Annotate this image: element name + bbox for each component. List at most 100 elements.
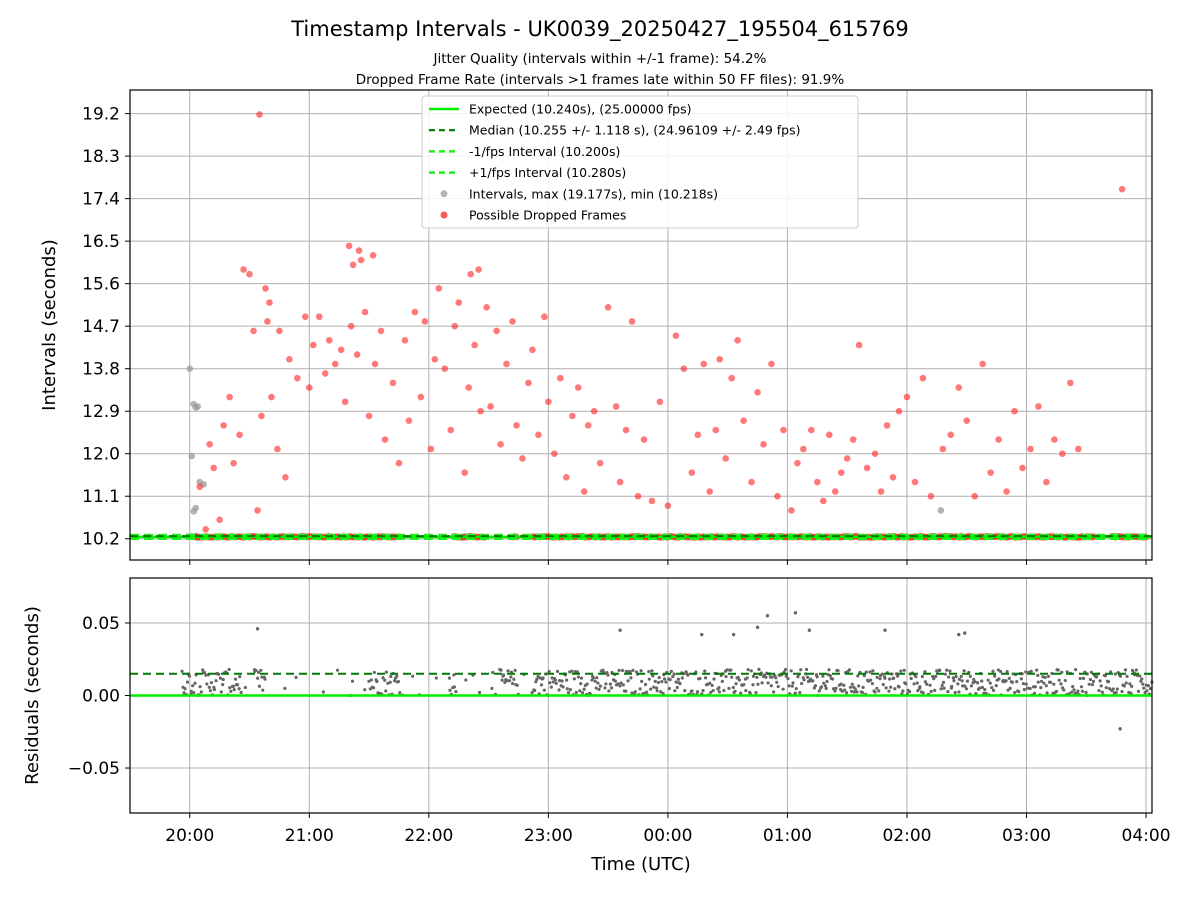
residual-point (1129, 691, 1133, 695)
residual-point (655, 689, 659, 693)
residuals-xtick-label: 04:00 (1122, 826, 1171, 846)
residual-point (1141, 682, 1145, 686)
interval-point (190, 508, 198, 515)
residual-point (650, 669, 654, 673)
residual-point (511, 681, 515, 686)
residual-point (798, 691, 802, 695)
residual-point (613, 679, 617, 683)
residual-point (884, 686, 888, 690)
residual-point (737, 678, 742, 682)
residual-point (608, 682, 612, 686)
residual-point (988, 681, 992, 685)
residual-point (283, 686, 287, 690)
dropped-frame-point (1011, 407, 1018, 415)
dropped-frame-point (264, 318, 271, 325)
residual-point (549, 685, 553, 689)
residual-outlier-point (618, 628, 622, 632)
dropped-frame-point (648, 497, 656, 505)
residual-point (672, 672, 676, 676)
residual-point (940, 683, 944, 688)
residual-point (506, 669, 510, 673)
residual-point (755, 675, 759, 679)
residual-point (1028, 686, 1032, 691)
residual-point (259, 668, 263, 672)
residual-point (844, 691, 849, 695)
dropped-frame-point (604, 303, 612, 311)
dropped-frame-point (1035, 403, 1042, 410)
dropped-frame-point (357, 256, 365, 264)
residual-point (1103, 674, 1107, 678)
residual-point (656, 680, 661, 685)
dropped-frame-point (331, 360, 339, 368)
residual-point (881, 682, 885, 687)
residuals-panel: 0.05 0.00 −0.05 20:00 21:00 22:00 23:00 00:00 01… (22, 577, 1171, 875)
residual-point (553, 678, 558, 682)
residual-point (766, 681, 770, 685)
dropped-frame-point (365, 412, 373, 420)
residual-point (219, 690, 223, 694)
residual-point (946, 689, 950, 694)
intervals-ytick-label: 11.1 (82, 487, 120, 507)
legend-label: Expected (10.240s), (25.00000 fps) (469, 102, 691, 117)
residual-point (1111, 687, 1115, 691)
residual-point (769, 684, 773, 688)
residual-point (594, 686, 598, 690)
residuals-xtick-label: 03:00 (1002, 826, 1051, 846)
residual-point (1006, 688, 1010, 692)
residual-outlier-point (793, 611, 798, 615)
dropped-frame-point (309, 341, 317, 349)
residual-point (916, 689, 920, 693)
dropped-frame-point (987, 469, 994, 476)
residual-point (643, 682, 648, 687)
residual-outlier-point (765, 614, 770, 618)
residual-point (877, 689, 881, 693)
residual-point (776, 684, 780, 689)
residual-point (1062, 688, 1066, 692)
residual-point (654, 686, 659, 690)
dropped-frame-point (672, 332, 680, 339)
residual-point (950, 684, 954, 688)
residual-point (904, 682, 908, 686)
residual-point (660, 679, 664, 684)
residual-point (214, 679, 218, 683)
residual-point (209, 681, 214, 685)
residual-point (653, 679, 657, 684)
residual-point (742, 683, 746, 687)
residual-point (725, 668, 729, 672)
dropped-frame-point (1118, 185, 1126, 193)
dropped-frame-point (411, 308, 419, 316)
residual-point (551, 680, 555, 684)
residual-point (1039, 679, 1044, 683)
residual-point (709, 690, 713, 694)
residual-point (836, 669, 840, 673)
residual-point (703, 669, 707, 673)
dropped-frame-point (712, 426, 720, 434)
residual-point (257, 684, 262, 688)
residual-point (800, 681, 804, 686)
residual-point (720, 679, 724, 683)
dropped-frame-point (276, 327, 283, 335)
residual-point (862, 674, 866, 678)
residual-point (381, 676, 385, 680)
residual-point (448, 688, 452, 692)
legend-swatch-intervals (440, 190, 448, 198)
dropped-frame-point (355, 247, 363, 254)
residual-point (217, 672, 221, 676)
residual-point (983, 688, 987, 692)
residual-point (760, 681, 764, 685)
residual-point (630, 691, 634, 695)
residual-point (875, 686, 879, 690)
dropped-frame-point (748, 478, 755, 486)
dropped-frame-point (196, 483, 204, 491)
residual-point (941, 680, 946, 684)
residual-point (261, 688, 265, 692)
residual-point (830, 677, 835, 681)
residual-point (624, 689, 628, 693)
dropped-frame-point (545, 398, 552, 406)
residual-point (180, 669, 184, 673)
residual-point (947, 675, 951, 679)
residual-point (369, 678, 373, 682)
residual-point (384, 689, 388, 693)
residual-point (717, 690, 722, 694)
dropped-frame-point (467, 270, 474, 278)
